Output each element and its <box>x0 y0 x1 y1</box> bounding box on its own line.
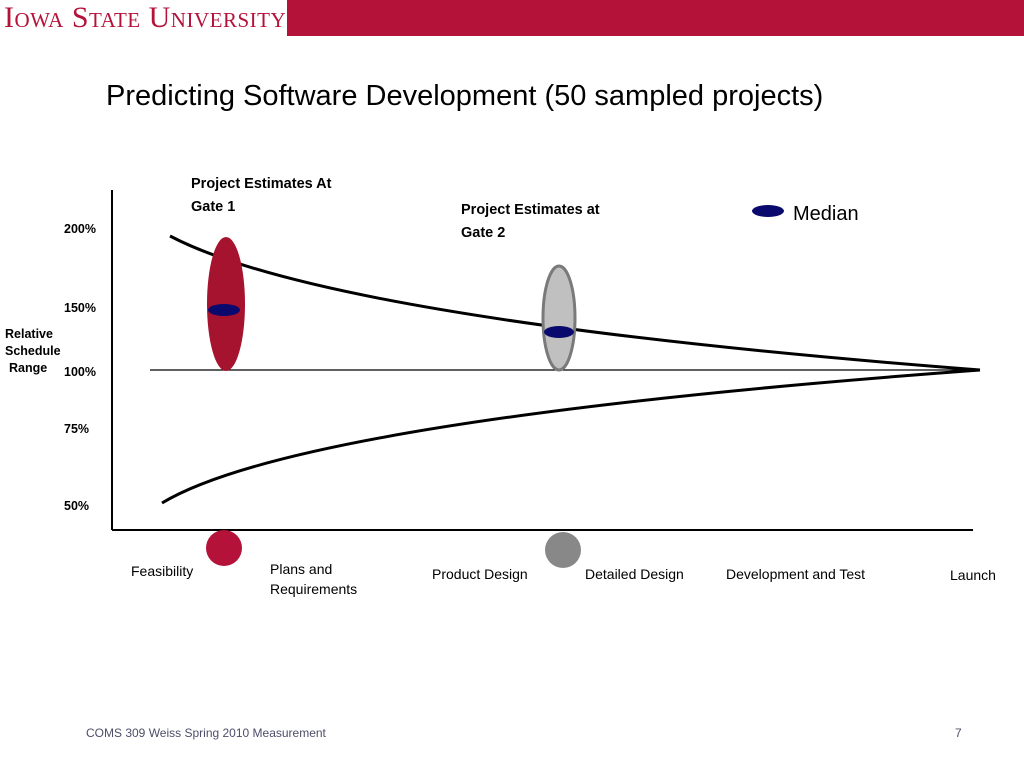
phase-plans-line2: Requirements <box>270 581 358 597</box>
phase-feasibility: Feasibility <box>131 563 194 579</box>
gate2-range-ellipse <box>541 264 577 372</box>
university-logo: Iowa State University <box>0 0 290 36</box>
footer-page-number: 7 <box>955 726 962 740</box>
gate2-label-line2: Gate 2 <box>461 225 506 241</box>
gate2-median-marker <box>544 326 574 338</box>
gate2-label: Project Estimates at Gate 2 <box>461 199 600 245</box>
gate1-label-line2: Gate 1 <box>191 199 236 215</box>
y-tick-50: 50% <box>64 499 90 513</box>
legend-median-marker <box>752 205 784 217</box>
y-tick-100: 100% <box>64 365 96 379</box>
y-tick-75: 75% <box>64 422 90 436</box>
gate2-label-line1: Project Estimates at <box>461 202 600 218</box>
y-axis-label-line1: Relative <box>5 327 53 341</box>
logo-text: Iowa State University <box>4 1 287 34</box>
y-tick-200: 200% <box>64 222 96 236</box>
slide-title: Predicting Software Development (50 samp… <box>106 80 824 112</box>
gate1-median-marker <box>208 304 240 316</box>
y-axis-label-line2: Schedule <box>5 344 61 358</box>
gate2-marker <box>545 532 581 568</box>
lower-estimate-curve <box>161 368 981 505</box>
y-axis-label: Relative Schedule Range <box>5 326 61 377</box>
gate1-marker <box>206 530 242 566</box>
phase-detailed-design: Detailed Design <box>585 566 684 582</box>
y-tick-150: 150% <box>64 301 96 315</box>
footer-course: COMS 309 Weiss Spring 2010 Measurement <box>86 726 326 740</box>
phase-plans-line1: Plans and <box>270 561 333 577</box>
phase-launch: Launch <box>950 567 996 583</box>
phase-development-test: Development and Test <box>726 566 866 582</box>
gate1-range-ellipse <box>207 237 245 371</box>
gate1-label-line1: Project Estimates At <box>191 176 332 192</box>
legend-median-label: Median <box>793 203 859 225</box>
phase-plans-requirements: Plans and Requirements <box>270 559 357 599</box>
phase-product-design: Product Design <box>432 566 528 582</box>
header-banner: Iowa State University <box>0 0 1024 36</box>
gate1-label: Project Estimates At Gate 1 <box>191 173 331 219</box>
y-axis-label-line3: Range <box>9 361 48 375</box>
